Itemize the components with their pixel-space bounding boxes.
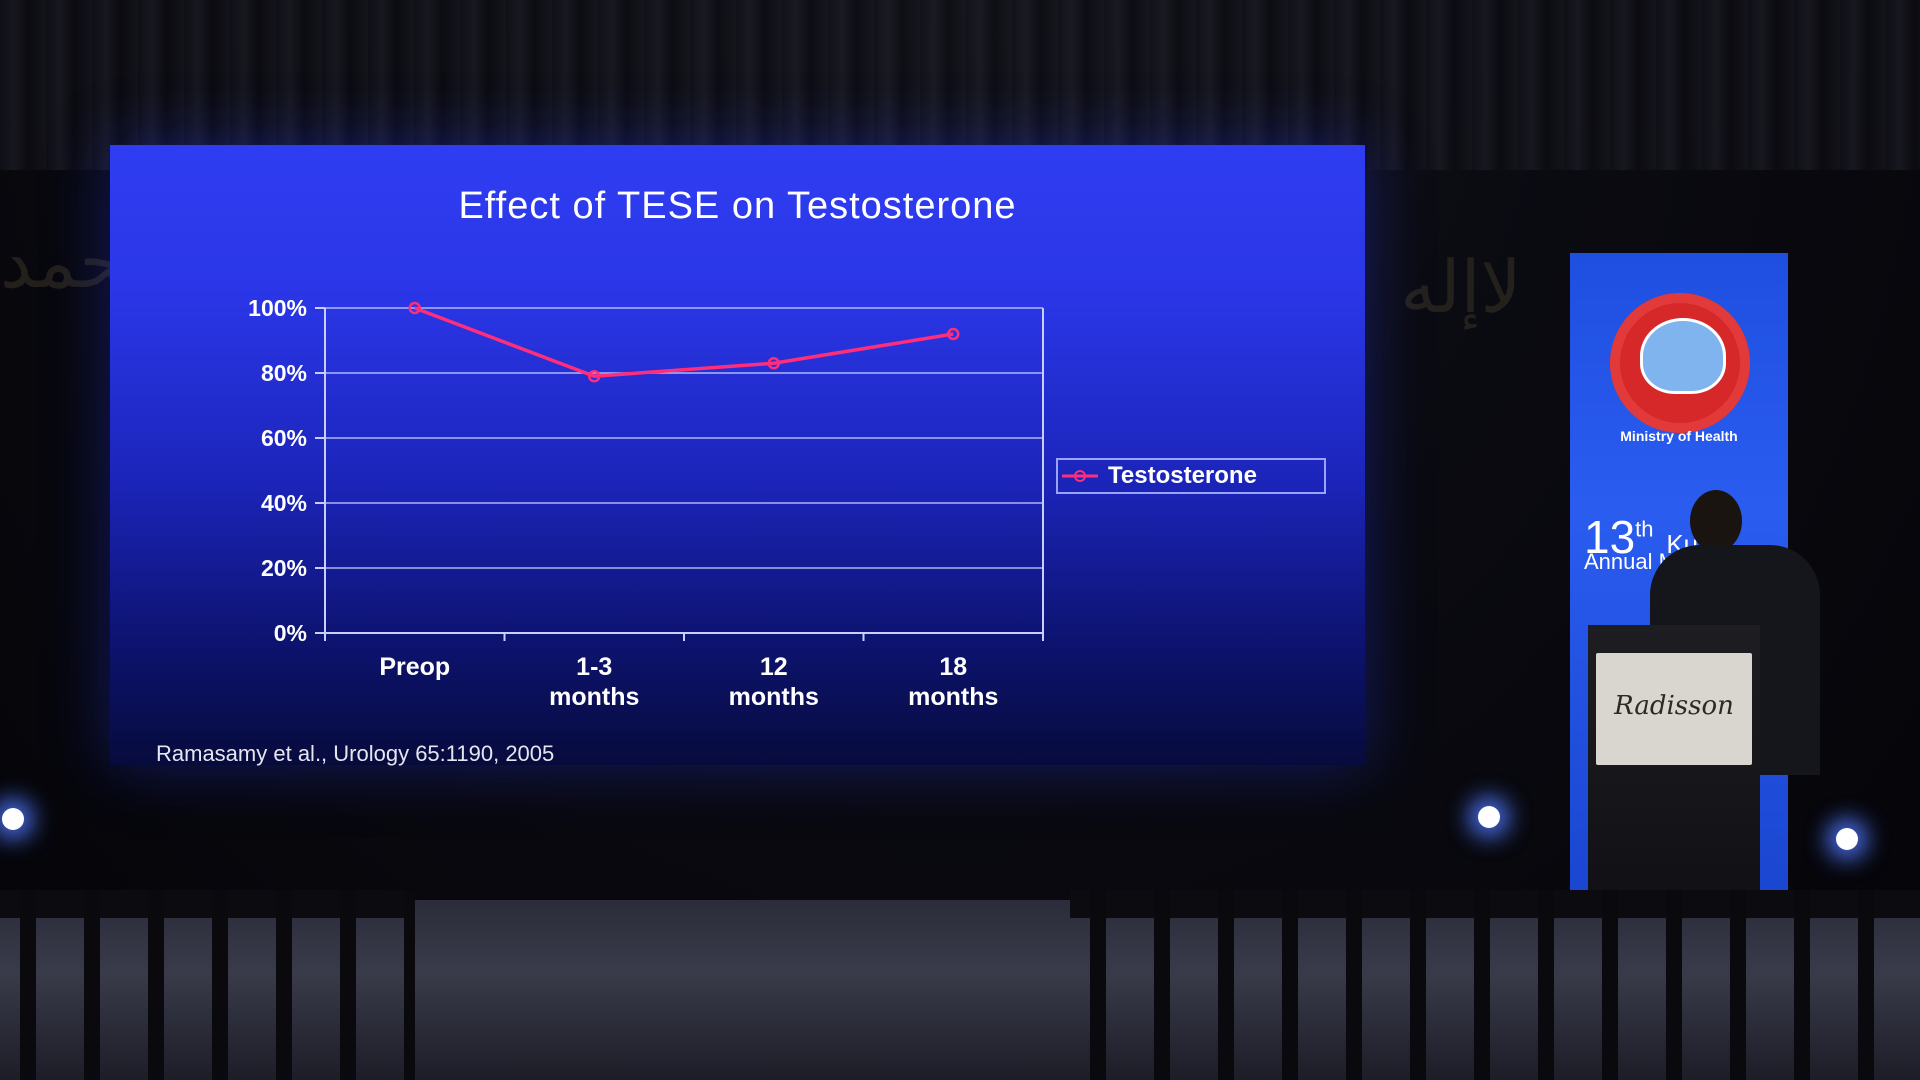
y-tick-label-2: 40%	[261, 490, 307, 516]
banner-ministry-label: Ministry of Health	[1620, 428, 1738, 444]
y-tick-label-0: 0%	[274, 620, 307, 646]
y-tick-label-5: 100%	[248, 295, 307, 321]
railing-left	[20, 890, 415, 1080]
data-point-0-0	[408, 301, 421, 315]
y-tick-label-3: 60%	[261, 425, 307, 451]
data-point-0-2	[767, 357, 780, 370]
data-point-0-1	[588, 370, 601, 383]
right-calligraphy-decoration: لاإله	[1400, 245, 1526, 329]
stage-light-center	[1478, 806, 1500, 828]
y-tick-label-1: 20%	[261, 555, 307, 581]
line-chart: 0% 20% 40% 60% 80% 100% Preop 1-3 months 12 months…	[248, 295, 1044, 711]
railing-right	[1090, 890, 1920, 1080]
x-category-label-2: 12 months	[729, 653, 819, 711]
projection-screen: Effect of TESE on Testosterone 0% 20% 40% 6…	[110, 145, 1365, 766]
legend-line-marker-icon	[1062, 470, 1098, 482]
stage-light-left	[2, 808, 24, 830]
data-point-0-3	[947, 327, 960, 341]
series-line-0	[414, 306, 954, 379]
ministry-of-health-emblem-icon	[1610, 293, 1750, 433]
x-category-label-0: Preop	[379, 653, 450, 681]
x-category-label-3: 18 months	[908, 653, 998, 711]
podium-brand-text: Radisson	[1614, 691, 1734, 721]
slide-title: Effect of TESE on Testosterone	[458, 185, 1017, 227]
stage-light-right	[1836, 828, 1858, 850]
x-category-label-1: 1-3 months	[549, 653, 639, 711]
y-tick-label-4: 80%	[261, 360, 307, 386]
legend-label-testosterone: Testosterone	[1108, 462, 1257, 489]
slide-citation: Ramasamy et al., Urology 65:1190, 2005	[156, 741, 555, 766]
podium-logo-plate: Radisson	[1596, 653, 1752, 765]
chart-legend: Testosterone	[1056, 458, 1326, 494]
ceiling-structure	[0, 0, 1920, 170]
